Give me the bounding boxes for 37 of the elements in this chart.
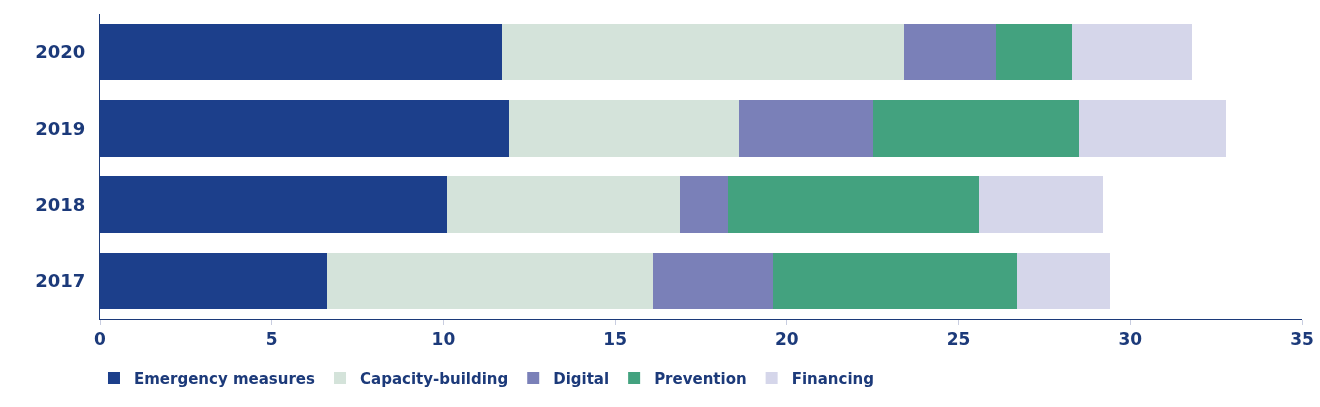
bar — [100, 176, 447, 233]
legend-label: Emergency measures — [133, 369, 316, 388]
bar — [979, 176, 1103, 233]
bar — [446, 176, 681, 233]
bar — [872, 100, 1079, 157]
x-tick-label: 25 — [946, 329, 971, 350]
x-tick-label: 35 — [1290, 329, 1314, 350]
x-tick-label: 10 — [431, 329, 456, 350]
bar — [903, 23, 997, 81]
bar — [100, 23, 502, 81]
bar — [100, 252, 327, 310]
bar — [1016, 252, 1110, 310]
bar — [773, 252, 1017, 310]
legend-label: Digital — [553, 369, 610, 388]
bar — [1078, 100, 1227, 157]
bar — [508, 100, 739, 157]
y-tick-label: 2020 — [35, 41, 86, 63]
x-tick-label: 15 — [603, 329, 627, 350]
bar — [680, 176, 729, 233]
x-tick-label: 5 — [265, 329, 278, 350]
bar — [728, 176, 980, 233]
legend-label: Prevention — [654, 369, 747, 388]
x-tick-label: 30 — [1118, 329, 1143, 350]
bar — [501, 23, 904, 81]
bar — [100, 100, 509, 157]
y-tick-label: 2017 — [35, 270, 86, 292]
y-tick-label: 2019 — [35, 117, 86, 139]
y-tick-label: 2018 — [35, 193, 86, 215]
legend-label: Financing — [791, 369, 874, 388]
x-tick-label: 20 — [775, 329, 799, 350]
bar — [652, 252, 774, 310]
bar — [738, 100, 873, 157]
bar — [326, 252, 653, 310]
x-tick-label: 0 — [94, 329, 107, 350]
bar — [1071, 23, 1193, 81]
legend-label: Capacity-building — [360, 369, 509, 388]
bar — [996, 23, 1072, 81]
